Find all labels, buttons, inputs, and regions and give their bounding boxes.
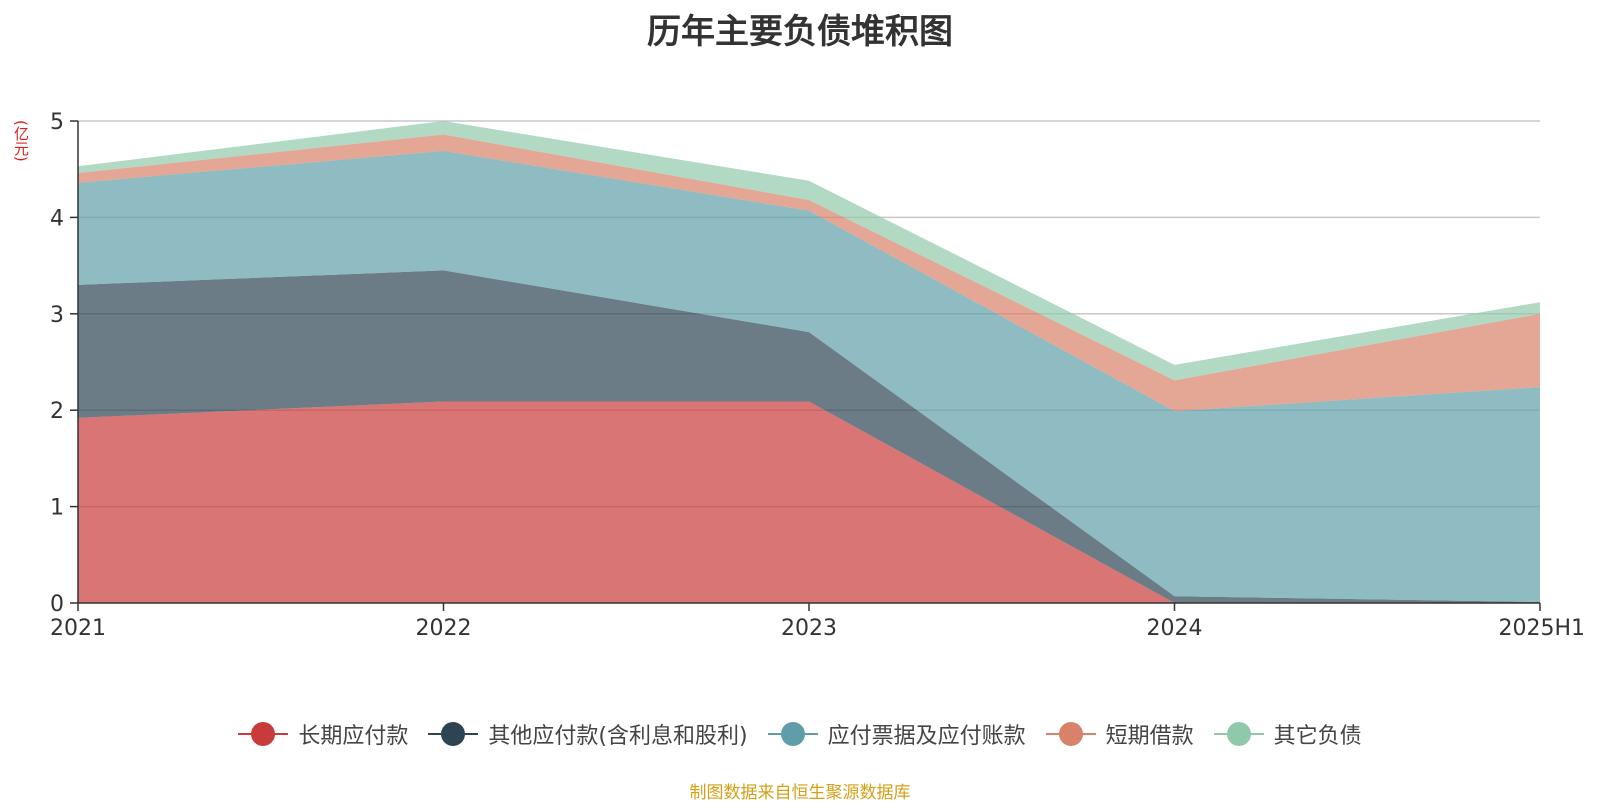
- x-tick-label-0: 2021: [50, 616, 106, 641]
- axes: [70, 120, 1541, 611]
- legend-marker-icon: [1045, 722, 1096, 746]
- legend-item-4[interactable]: 其它负债: [1213, 718, 1362, 750]
- y-tick-label-0: 0: [50, 592, 64, 617]
- source-note: 制图数据来自恒生聚源数据库: [689, 783, 911, 803]
- legend-dot-icon: [780, 722, 805, 746]
- area-series-0: [78, 401, 1540, 603]
- legend-dot-icon: [1058, 722, 1083, 746]
- x-tick-label-4: 2025H1: [1498, 616, 1585, 641]
- area-series-2: [78, 150, 1540, 603]
- legend-label: 短期借款: [1105, 724, 1194, 749]
- y-tick-label-1: 1: [50, 496, 64, 521]
- x-tick-label-2: 2023: [781, 616, 837, 641]
- legend-label: 长期应付款: [298, 724, 409, 749]
- chart-title: 历年主要负债堆积图: [647, 12, 953, 52]
- area-series-1: [78, 270, 1540, 603]
- legend-item-1[interactable]: 其他应付款(含利息和股利): [428, 718, 748, 750]
- legend-label: 其它负债: [1273, 724, 1362, 749]
- area-series-3: [78, 134, 1540, 412]
- x-tick-label-1: 2022: [416, 616, 472, 641]
- legend-marker-icon: [767, 722, 818, 746]
- legend-dot-icon: [441, 722, 466, 746]
- y-tick-label-4: 4: [50, 206, 64, 231]
- legend: 长期应付款 其他应付款(含利息和股利) 应付票据及应付账款 短期借款 其它负债: [0, 718, 1600, 750]
- legend-item-3[interactable]: 短期借款: [1045, 718, 1194, 750]
- tick-labels: 0 1 2 3 4 5 2021 2022 2023 2024 2025H1: [50, 110, 1585, 641]
- y-tick-label-5: 5: [50, 110, 64, 135]
- legend-dot-icon: [251, 722, 276, 746]
- stacked-area-chart: 0 1 2 3 4 5 2021 2022 2023 2024 2025H1: [50, 110, 1585, 641]
- legend-marker-icon: [428, 722, 479, 746]
- legend-item-2[interactable]: 应付票据及应付账款: [767, 718, 1026, 750]
- area-layer: [78, 121, 1540, 603]
- x-tick-label-3: 2024: [1147, 616, 1203, 641]
- legend-marker-icon: [1213, 722, 1264, 746]
- y-tick-label-3: 3: [50, 303, 64, 328]
- legend-dot-icon: [1226, 722, 1251, 746]
- y-tick-label-2: 2: [50, 399, 64, 424]
- legend-label: 应付票据及应付账款: [827, 724, 1026, 749]
- legend-label: 其他应付款(含利息和股利): [488, 724, 748, 749]
- legend-marker-icon: [238, 722, 289, 746]
- y-axis-unit-label: (亿元): [12, 120, 30, 162]
- legend-item-0[interactable]: 长期应付款: [238, 718, 408, 750]
